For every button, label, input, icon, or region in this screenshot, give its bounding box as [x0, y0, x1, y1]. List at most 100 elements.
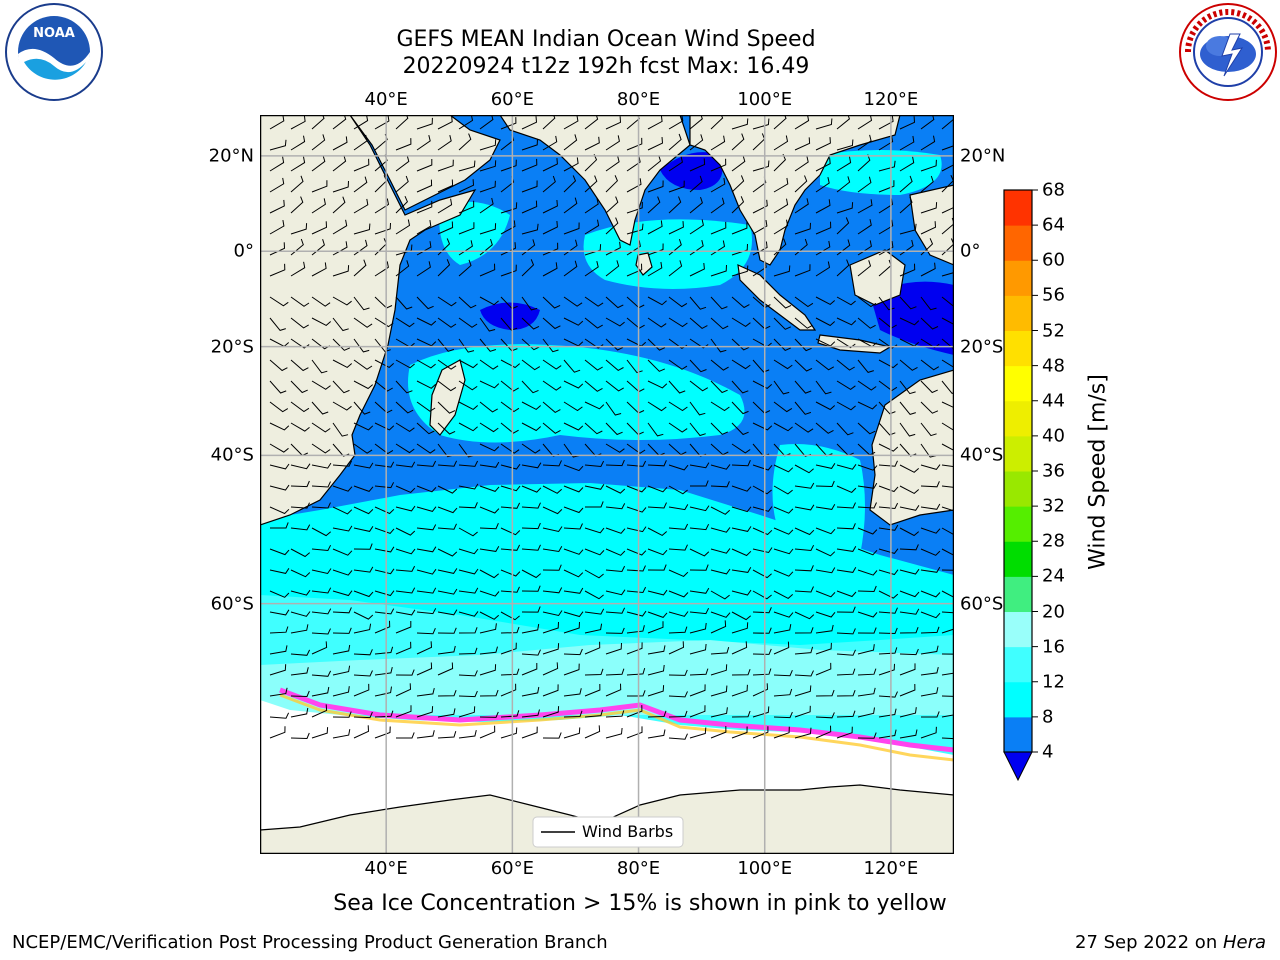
- wind-barb: [941, 317, 954, 325]
- wind-barb: [290, 690, 310, 698]
- wind-barb: [374, 317, 394, 328]
- wind-barb: [731, 359, 751, 370]
- wind-barb: [584, 244, 602, 256]
- wind-barb: [857, 260, 872, 277]
- wind-barb: [542, 220, 558, 235]
- wind-barb: [668, 691, 688, 698]
- wind-barb: [920, 380, 938, 394]
- wind-barb: [437, 460, 458, 467]
- wind-barb: [416, 506, 437, 512]
- wind-barb: [332, 627, 352, 634]
- colorbar-segment: [1004, 506, 1032, 542]
- wind-barb: [563, 523, 583, 530]
- wind-barb: [396, 732, 415, 739]
- wind-barb: [710, 685, 728, 697]
- wind-barb: [668, 733, 688, 740]
- wind-barb: [773, 506, 794, 514]
- wind-barb: [479, 545, 500, 552]
- wind-barb: [458, 483, 479, 490]
- wind-barb: [311, 587, 332, 594]
- wind-barb: [647, 196, 661, 214]
- wind-barb: [668, 669, 688, 676]
- wind-barb: [353, 506, 374, 515]
- wind-barb: [479, 160, 497, 172]
- wind-barb: [521, 502, 541, 509]
- wind-barb: [794, 296, 814, 308]
- wind-barb: [605, 527, 626, 534]
- wind-barb: [311, 462, 332, 469]
- lat-tick-left: 20°S: [210, 336, 254, 358]
- wind-barb: [332, 644, 351, 655]
- wind-barb: [353, 725, 370, 739]
- wind-barb: [521, 462, 542, 469]
- wind-barb: [878, 485, 899, 493]
- wind-barb: [605, 683, 622, 697]
- wind-speed-map: Wind Barbs: [260, 115, 954, 854]
- wind-barb: [311, 544, 332, 552]
- colorbar-segment: [1004, 681, 1032, 718]
- colorbar-segment: [1004, 541, 1032, 577]
- wind-barb: [563, 175, 577, 193]
- wind-barb: [899, 223, 917, 235]
- wind-barb: [437, 380, 457, 392]
- wind-barb: [395, 422, 415, 433]
- wind-barb: [416, 359, 436, 369]
- wind-barb: [437, 198, 453, 214]
- wind-barb: [752, 485, 772, 495]
- wind-barb: [479, 611, 500, 620]
- wind-barb: [269, 443, 289, 453]
- wind-barb: [311, 221, 328, 235]
- wind-barb: [584, 219, 600, 235]
- wind-barb: [521, 726, 538, 739]
- wind-barb: [794, 264, 811, 277]
- wind-barb: [500, 359, 521, 369]
- wind-barb: [563, 422, 584, 431]
- wind-barb: [353, 566, 374, 573]
- wind-barb: [290, 338, 310, 349]
- wind-barb: [479, 590, 500, 597]
- wind-barb: [920, 527, 941, 534]
- wind-barb: [752, 726, 769, 739]
- wind-barb: [773, 688, 793, 697]
- wind-barb: [563, 115, 579, 130]
- wind-barb: [311, 115, 325, 130]
- wind-barb: [647, 548, 668, 556]
- wind-barb: [605, 175, 618, 193]
- wind-barb: [857, 707, 875, 718]
- wind-barb: [290, 732, 310, 740]
- wind-barb: [626, 625, 645, 634]
- wind-barb: [920, 317, 939, 330]
- wind-barb: [920, 611, 941, 619]
- wind-barb: [542, 380, 562, 391]
- wind-barb: [689, 643, 707, 655]
- wind-barb: [941, 527, 954, 536]
- wind-barb: [815, 480, 835, 488]
- wind-barb: [731, 710, 751, 718]
- wind-barb: [731, 196, 745, 214]
- wind-barb: [605, 260, 620, 277]
- wind-barb: [815, 725, 832, 739]
- wind-barb: [269, 463, 290, 470]
- wind-barb: [647, 527, 668, 537]
- wind-barb: [269, 548, 290, 556]
- wind-barb: [584, 484, 605, 490]
- wind-barb: [836, 401, 856, 411]
- wind-barb: [374, 506, 395, 515]
- wind-barb: [311, 628, 331, 635]
- wind-barb: [899, 627, 919, 634]
- wind-barb: [395, 380, 413, 394]
- wind-barb: [752, 359, 770, 373]
- wind-barb: [458, 422, 478, 432]
- wind-barb: [416, 200, 433, 214]
- colorbar-segment: [1004, 611, 1032, 648]
- wind-barb: [878, 135, 894, 151]
- colorbar-tick-label: 56: [1042, 284, 1065, 306]
- wind-barb: [374, 461, 395, 468]
- wind-barb: [374, 115, 390, 130]
- wind-barb: [899, 527, 920, 537]
- wind-barb: [815, 527, 836, 535]
- wind-barb: [815, 137, 831, 151]
- wind-barb: [689, 296, 707, 310]
- wind-barb: [416, 317, 437, 326]
- wind-barb: [815, 689, 835, 697]
